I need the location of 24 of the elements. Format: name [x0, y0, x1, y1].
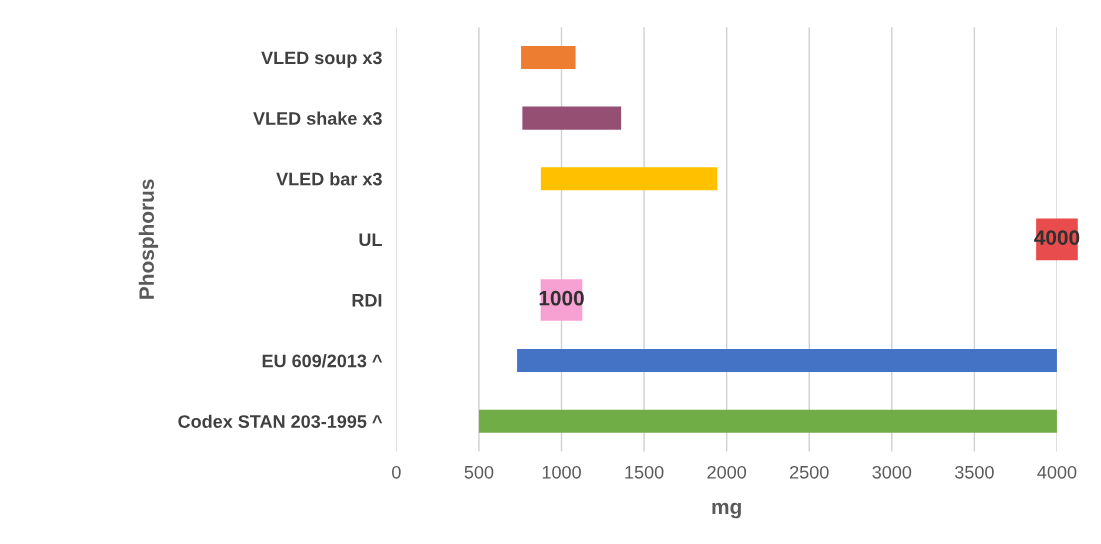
x-tick-label: 3500	[954, 465, 994, 479]
x-tick-label: 4000	[1037, 465, 1077, 479]
x-tick-label: 3000	[872, 465, 912, 479]
y-axis-title: Phosphorus	[138, 179, 159, 299]
bar	[540, 167, 718, 191]
y-tick-label: VLED soup x3	[261, 51, 382, 68]
x-tick-label: 2000	[707, 465, 747, 479]
y-tick-label: EU 609/2013 ^	[262, 354, 383, 368]
data-label: 1000	[539, 290, 584, 306]
x-axis-title: mg	[712, 502, 741, 519]
bar	[521, 45, 576, 70]
bar	[522, 106, 622, 130]
y-tick-label: Codex STAN 203-1995 ^	[178, 414, 383, 428]
x-tick-label: 0	[392, 465, 401, 479]
x-tick-label: 1000	[542, 465, 581, 479]
bar	[517, 349, 1057, 373]
x-tick-label: 1500	[625, 465, 664, 479]
y-tick-label: VLED shake x3	[253, 111, 382, 125]
bar	[478, 409, 1057, 433]
x-tick-label: 500	[464, 465, 494, 479]
y-tick-label: RDI	[352, 294, 382, 307]
y-tick-label: UL	[359, 233, 382, 247]
x-tick-label: 2500	[790, 465, 829, 479]
y-tick-label: VLED bar x3	[276, 172, 382, 186]
